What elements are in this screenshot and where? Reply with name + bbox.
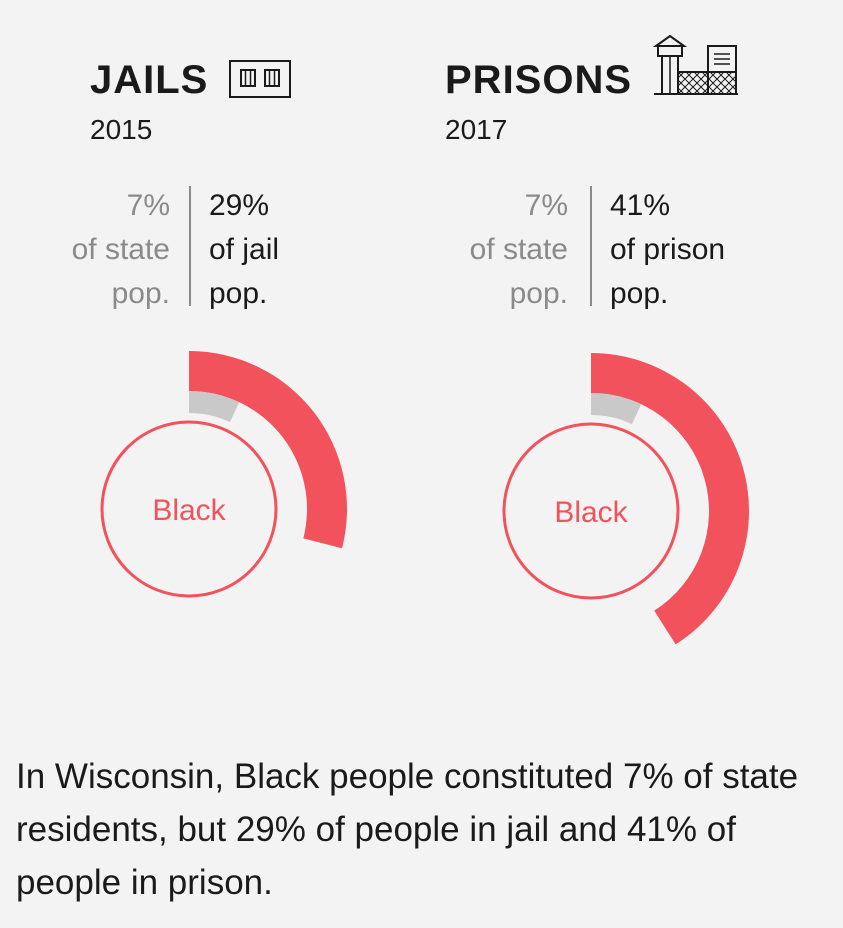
facility-pop-label-line: pop. xyxy=(209,277,268,310)
state-pop-stat: 7% of state pop. xyxy=(0,184,170,316)
facility-pop-label-line: of jail xyxy=(209,233,280,266)
state-pop-arc xyxy=(189,391,240,423)
jails-panel: JAILS 2015 7% of state pop. 29% of jail … xyxy=(0,0,400,700)
center-circle xyxy=(100,420,278,598)
facility-pop-arc xyxy=(189,351,347,549)
state-pop-label-line: pop. xyxy=(509,277,568,310)
prison-building-icon xyxy=(652,34,738,95)
state-pop-arc xyxy=(591,393,642,425)
prisons-panel: PRISONS 2017 7% of state pop. 41% of pri… xyxy=(400,0,800,700)
panel-title: JAILS xyxy=(90,58,209,102)
state-pop-label-line: of state xyxy=(469,233,568,266)
state-pop-label-line: pop. xyxy=(111,277,170,310)
center-circle xyxy=(502,422,680,600)
state-pop-percent: 7% xyxy=(126,189,170,222)
state-pop-label-line: of state xyxy=(71,233,170,266)
panel-title: PRISONS xyxy=(445,58,633,102)
stat-divider xyxy=(590,186,592,306)
prison-donut-chart: Black xyxy=(502,353,749,645)
facility-pop-stat: 41% of prison pop. xyxy=(610,184,725,316)
panel-year: 2015 xyxy=(90,114,153,145)
panel-year: 2017 xyxy=(445,114,508,145)
state-pop-percent: 7% xyxy=(524,189,568,222)
facility-pop-percent: 41% xyxy=(610,189,671,222)
caption: In Wisconsin, Black people constituted 7… xyxy=(16,757,799,902)
stat-divider xyxy=(189,186,191,306)
facility-pop-arc xyxy=(591,353,749,645)
facility-pop-percent: 29% xyxy=(209,189,270,222)
state-pop-stat: 7% of state pop. xyxy=(398,184,568,316)
facility-pop-stat: 29% of jail pop. xyxy=(209,184,279,316)
facility-pop-label-line: pop. xyxy=(610,277,669,310)
center-label: Black xyxy=(152,494,226,527)
center-label: Black xyxy=(554,496,628,529)
facility-pop-label-line: of prison xyxy=(610,233,726,266)
jail-donut-chart: Black xyxy=(100,351,347,598)
jail-cell-icon xyxy=(229,60,291,98)
